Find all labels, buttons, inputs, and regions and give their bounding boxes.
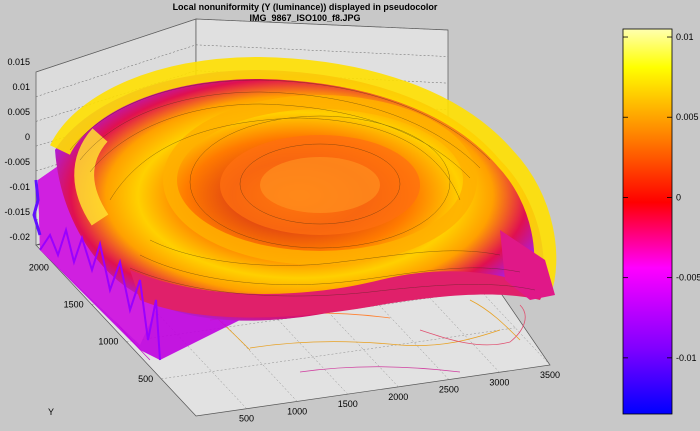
z-tick-label: 0.01 <box>12 82 30 92</box>
y-tick-label: 1000 <box>98 337 118 347</box>
z-tick-label: 0 <box>25 132 30 142</box>
chart-title: Local nonuniformity (Y (luminance)) disp… <box>172 2 438 12</box>
x-tick-label: 2000 <box>388 392 408 402</box>
chart-subtitle: IMG_9867_ISO100_f8.JPG <box>249 13 361 23</box>
z-tick-label: -0.01 <box>9 182 30 192</box>
y-axis-label: Y <box>48 407 54 417</box>
colorbar: 0.01 0.005 0 -0.005 -0.01 <box>622 28 700 415</box>
x-tick-label: 1000 <box>287 406 307 416</box>
x-tick-label: 2500 <box>439 385 459 395</box>
colorbar-tick-label: 0.01 <box>676 32 694 42</box>
y-tick-label: 2000 <box>29 262 49 272</box>
x-axis: 500 1000 1500 2000 2500 3000 3500 <box>239 370 560 424</box>
z-tick-label: 0.015 <box>7 57 30 67</box>
y-axis: 500 1000 1500 2000 <box>29 262 153 384</box>
z-tick-label: -0.02 <box>9 232 30 242</box>
z-axis: 0.015 0.01 0.005 0 -0.005 -0.01 -0.015 -0.02 <box>4 57 30 242</box>
colorbar-tick-label: 0.005 <box>676 112 699 122</box>
z-tick-label: 0.005 <box>7 107 30 117</box>
colorbar-tick-label: -0.01 <box>676 353 697 363</box>
colorbar-tick-label: 0 <box>676 192 681 202</box>
z-tick-label: -0.005 <box>4 157 30 167</box>
colorbar-ticks: 0.01 0.005 0 -0.005 -0.01 <box>623 32 700 363</box>
x-tick-label: 1500 <box>338 399 358 409</box>
colorbar-gradient <box>622 28 673 415</box>
z-tick-label: -0.015 <box>4 207 30 217</box>
surface <box>32 56 557 361</box>
colorbar-tick-label: -0.005 <box>676 273 700 283</box>
grid-line <box>35 18 449 73</box>
grid-line <box>35 44 449 97</box>
x-tick-label: 3000 <box>489 377 509 387</box>
x-tick-label: 500 <box>239 414 254 424</box>
y-tick-label: 500 <box>138 374 153 384</box>
x-tick-label: 3500 <box>540 370 560 380</box>
y-tick-label: 1500 <box>64 299 84 309</box>
